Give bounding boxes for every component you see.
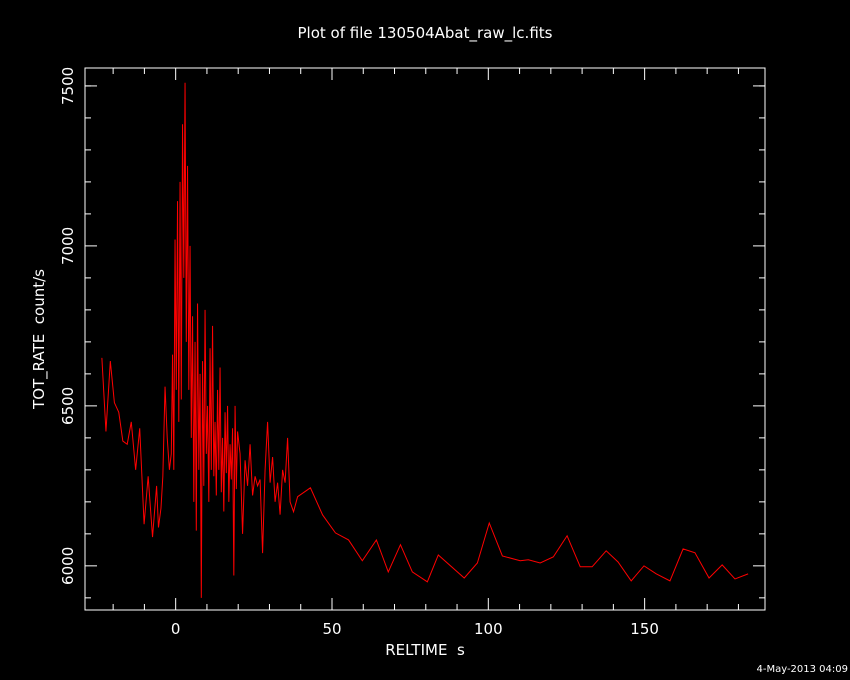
y-tick-label: 6000 (59, 547, 77, 585)
x-axis-label: RELTIME s (385, 641, 465, 659)
chart-title: Plot of file 130504Abat_raw_lc.fits (298, 24, 553, 43)
footer-date: 4-May-2013 04:09 (756, 664, 848, 675)
plot-frame (84, 67, 766, 611)
y-tick-label: 7000 (59, 227, 77, 265)
data-line (101, 82, 749, 598)
y-tick-label: 7500 (59, 67, 77, 105)
x-tick-label: 150 (630, 620, 659, 638)
y-axis-label: TOT_RATE count/s (30, 269, 49, 410)
x-tick-label: 100 (474, 620, 503, 638)
x-tick-label: 0 (171, 620, 181, 638)
x-tick-label: 50 (322, 620, 341, 638)
y-tick-label: 6500 (59, 387, 77, 425)
